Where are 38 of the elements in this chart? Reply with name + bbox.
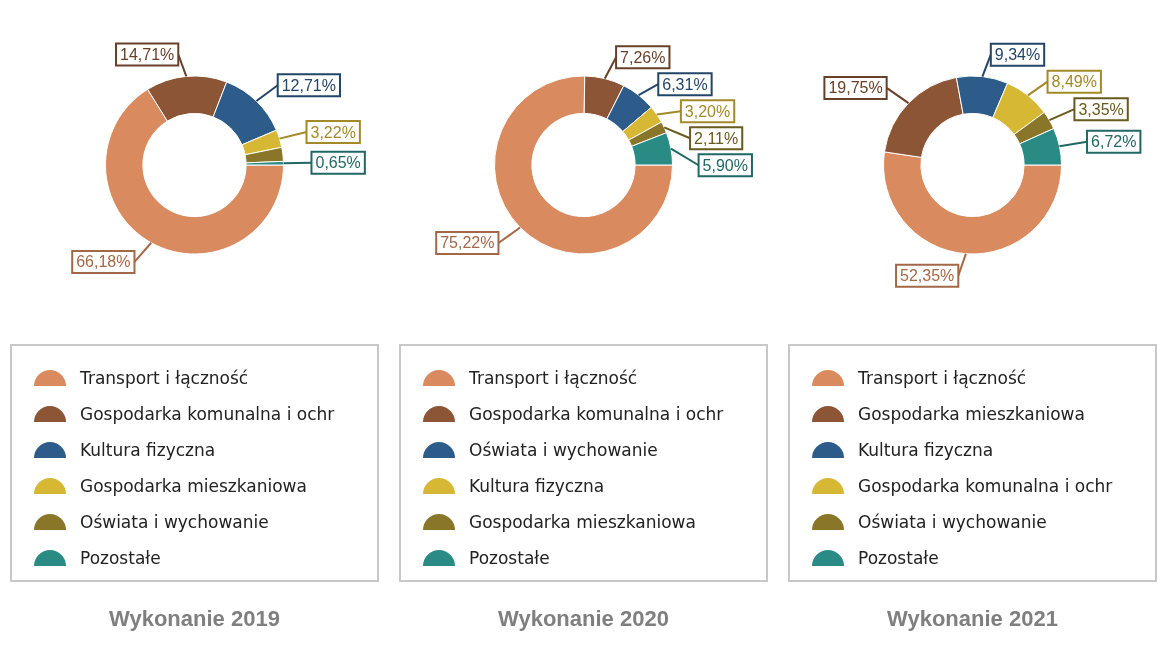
data-label: 2,11% [694, 129, 739, 147]
legend-label: Gospodarka mieszkaniowa [469, 512, 696, 532]
legend-label: Kultura fizyczna [858, 440, 994, 460]
data-label: 3,22% [310, 123, 356, 141]
data-label: 3,20% [684, 102, 731, 120]
data-label: 8,49% [1051, 73, 1097, 91]
legend-label: Kultura fizyczna [80, 440, 216, 460]
text: Wykonanie 2020 [497, 606, 670, 632]
legend-label: Pozostałe [469, 548, 550, 568]
legend-label: Gospodarka komunalna i ochr [469, 404, 724, 424]
legend-label: Kultura fizyczna [469, 476, 605, 496]
data-label: 3,35% [1078, 100, 1124, 118]
text: Wykonanie 2021 [886, 606, 1059, 632]
legend-label: Transport i łączność [469, 368, 638, 388]
data-label: 5,90% [702, 156, 748, 174]
data-label: 0,65% [315, 154, 361, 172]
data-label: 6,72% [1091, 133, 1137, 151]
legend-label: Gospodarka komunalna i ochr [858, 476, 1113, 496]
data-label: 19,75% [828, 79, 883, 97]
legend-label: Gospodarka mieszkaniowa [80, 476, 307, 496]
data-label: 6,31% [662, 75, 708, 93]
text: Wykonanie 2019 [108, 606, 281, 632]
data-label: 9,34% [994, 46, 1041, 64]
legend-label: Oświata i wychowanie [858, 512, 1047, 532]
data-label: 52,35% [900, 267, 955, 285]
data-label: 14,71% [120, 45, 175, 63]
legend-label: Oświata i wychowanie [80, 512, 269, 532]
legend-label: Transport i łączność [80, 368, 249, 388]
legend-label: Gospodarka komunalna i ochr [80, 404, 335, 424]
data-label: 75,22% [440, 234, 495, 252]
data-label: 12,71% [281, 76, 336, 94]
legend-label: Pozostałe [858, 548, 939, 568]
data-label: 66,18% [76, 253, 131, 271]
legend-label: Gospodarka mieszkaniowa [858, 404, 1085, 424]
legend-label: Oświata i wychowanie [469, 440, 658, 460]
data-label: 7,26% [620, 48, 666, 66]
legend-label: Pozostałe [80, 548, 161, 568]
legend-label: Transport i łączność [858, 368, 1027, 388]
